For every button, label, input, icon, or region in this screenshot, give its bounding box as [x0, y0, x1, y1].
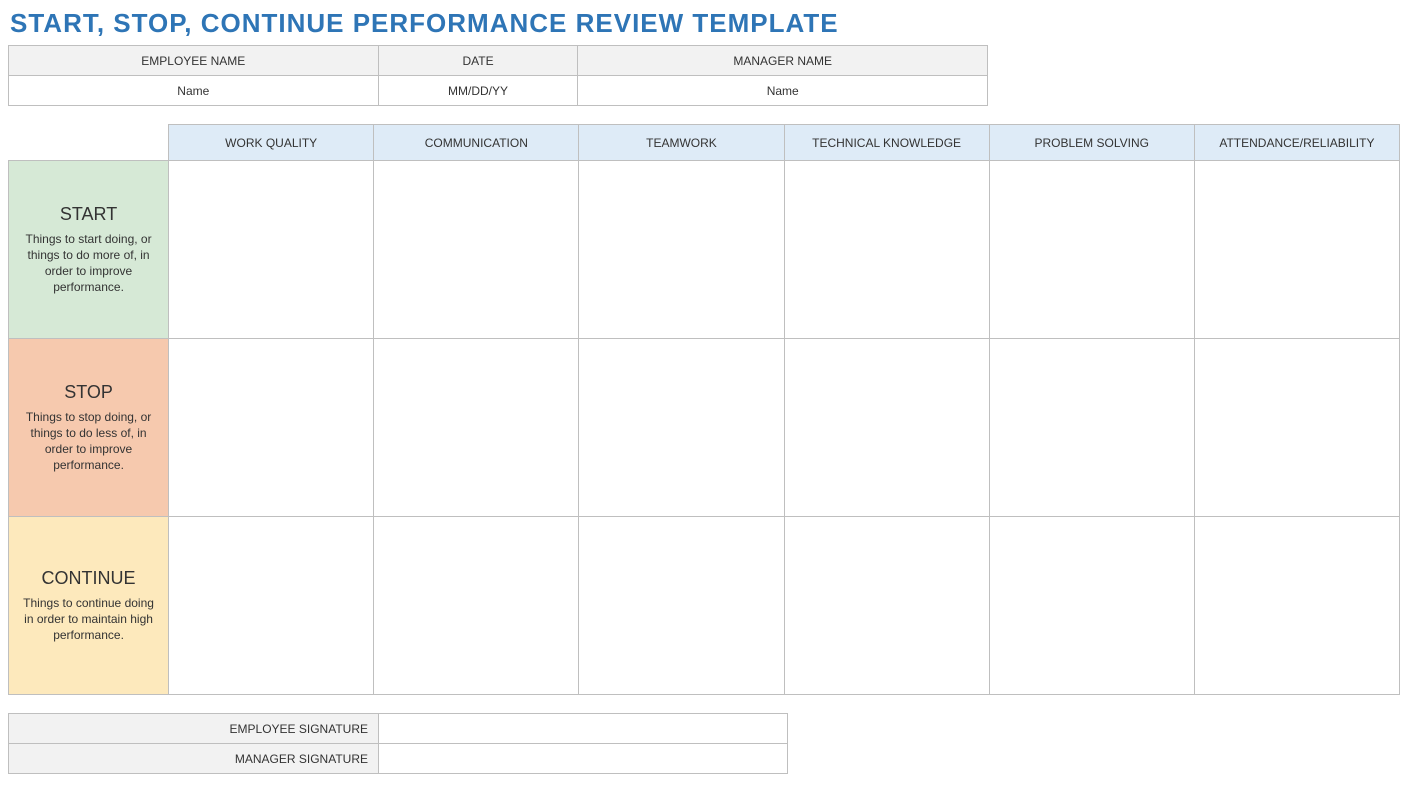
cell-start-attendance-reliability[interactable]: [1194, 161, 1399, 339]
cell-start-work-quality[interactable]: [169, 161, 374, 339]
row-title-start: START: [17, 204, 160, 225]
row-desc-continue: Things to continue doing in order to mai…: [17, 595, 160, 644]
info-value-date[interactable]: MM/DD/YY: [378, 76, 578, 106]
matrix-row-stop: STOP Things to stop doing, or things to …: [9, 339, 1400, 517]
cell-stop-communication[interactable]: [374, 339, 579, 517]
cell-continue-attendance-reliability[interactable]: [1194, 517, 1399, 695]
row-desc-stop: Things to stop doing, or things to do le…: [17, 409, 160, 474]
row-title-stop: STOP: [17, 382, 160, 403]
cell-stop-teamwork[interactable]: [579, 339, 784, 517]
cell-stop-attendance-reliability[interactable]: [1194, 339, 1399, 517]
info-header-manager: MANAGER NAME: [578, 46, 988, 76]
cell-start-technical-knowledge[interactable]: [784, 161, 989, 339]
matrix-row-continue: CONTINUE Things to continue doing in ord…: [9, 517, 1400, 695]
col-head-teamwork: TEAMWORK: [579, 125, 784, 161]
col-head-technical-knowledge: TECHNICAL KNOWLEDGE: [784, 125, 989, 161]
cell-stop-technical-knowledge[interactable]: [784, 339, 989, 517]
row-head-start: START Things to start doing, or things t…: [9, 161, 169, 339]
matrix-corner: [9, 125, 169, 161]
cell-continue-work-quality[interactable]: [169, 517, 374, 695]
matrix-table: WORK QUALITY COMMUNICATION TEAMWORK TECH…: [8, 124, 1400, 695]
row-desc-start: Things to start doing, or things to do m…: [17, 231, 160, 296]
cell-continue-teamwork[interactable]: [579, 517, 784, 695]
info-header-employee: EMPLOYEE NAME: [9, 46, 379, 76]
sig-label-manager: MANAGER SIGNATURE: [9, 744, 379, 774]
info-value-manager[interactable]: Name: [578, 76, 988, 106]
cell-continue-problem-solving[interactable]: [989, 517, 1194, 695]
info-table: EMPLOYEE NAME DATE MANAGER NAME Name MM/…: [8, 45, 988, 106]
sig-value-employee[interactable]: [379, 714, 788, 744]
cell-continue-communication[interactable]: [374, 517, 579, 695]
page-title: START, STOP, CONTINUE PERFORMANCE REVIEW…: [10, 8, 1400, 39]
sig-label-employee: EMPLOYEE SIGNATURE: [9, 714, 379, 744]
cell-stop-work-quality[interactable]: [169, 339, 374, 517]
sig-value-manager[interactable]: [379, 744, 788, 774]
col-head-attendance-reliability: ATTENDANCE/RELIABILITY: [1194, 125, 1399, 161]
col-head-work-quality: WORK QUALITY: [169, 125, 374, 161]
signature-table: EMPLOYEE SIGNATURE MANAGER SIGNATURE: [8, 713, 788, 774]
row-title-continue: CONTINUE: [17, 568, 160, 589]
row-head-continue: CONTINUE Things to continue doing in ord…: [9, 517, 169, 695]
cell-start-problem-solving[interactable]: [989, 161, 1194, 339]
info-header-date: DATE: [378, 46, 578, 76]
matrix-row-start: START Things to start doing, or things t…: [9, 161, 1400, 339]
col-head-communication: COMMUNICATION: [374, 125, 579, 161]
cell-start-communication[interactable]: [374, 161, 579, 339]
cell-start-teamwork[interactable]: [579, 161, 784, 339]
info-value-employee[interactable]: Name: [9, 76, 379, 106]
cell-stop-problem-solving[interactable]: [989, 339, 1194, 517]
col-head-problem-solving: PROBLEM SOLVING: [989, 125, 1194, 161]
cell-continue-technical-knowledge[interactable]: [784, 517, 989, 695]
row-head-stop: STOP Things to stop doing, or things to …: [9, 339, 169, 517]
